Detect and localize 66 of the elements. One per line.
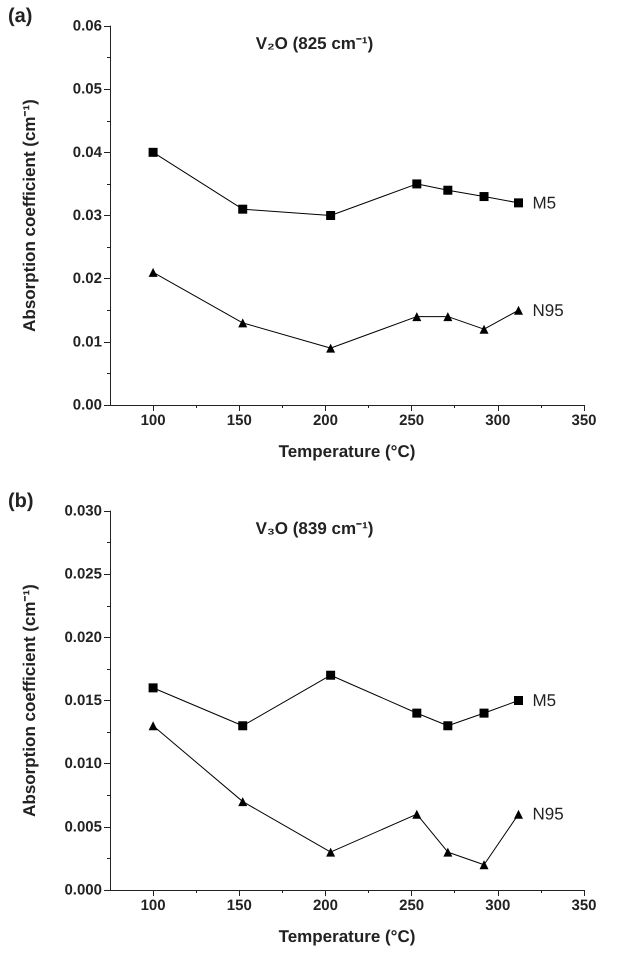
x-tick-label: 250 (399, 897, 424, 914)
point (412, 708, 422, 718)
point (480, 708, 489, 718)
y-tick-label: 0.03 (72, 207, 102, 224)
x-tick-label: 350 (571, 897, 597, 914)
series-label: N95 (532, 300, 564, 320)
x-tick-label: 100 (140, 897, 166, 914)
y-tick-label: 0.030 (64, 502, 102, 520)
y-tick-label: 0.020 (64, 628, 102, 646)
x-tick-label: 250 (399, 412, 424, 429)
point (148, 148, 158, 157)
point (480, 860, 489, 870)
y-tick-label: 0.010 (64, 755, 102, 772)
point (148, 721, 158, 730)
y-tick-label: 0.04 (72, 144, 103, 161)
y-tick-label: 0.015 (64, 692, 102, 709)
point (326, 211, 336, 220)
y-axis-title: Absorption coefficient (cm⁻¹) (20, 99, 39, 332)
x-tick-label: 150 (226, 412, 252, 429)
text: (a) (8, 5, 32, 27)
point (148, 268, 158, 277)
point (326, 848, 336, 857)
x-tick-label: 350 (571, 412, 597, 429)
point (514, 198, 523, 208)
point (443, 312, 452, 322)
series-label: M5 (532, 691, 556, 710)
point (238, 204, 248, 214)
point (238, 721, 248, 730)
y-tick-label: 0.025 (64, 566, 102, 583)
text: V₂O (825 cm⁻¹) (256, 34, 374, 53)
y-axis-title: Absorption coefficient (cm⁻¹) (20, 584, 39, 817)
y-tick-label: 0.000 (64, 882, 102, 898)
x-tick-label: 200 (312, 897, 338, 914)
point (238, 318, 248, 328)
x-axis-title: Temperature (°C) (278, 927, 416, 946)
point (326, 670, 336, 680)
x-axis-title: Temperature (°C) (278, 442, 416, 461)
y-tick-label: 0.06 (72, 18, 102, 34)
x-tick-label: 300 (485, 412, 510, 429)
text: (b) (8, 490, 34, 512)
point (443, 848, 452, 857)
point (480, 324, 489, 334)
x-tick-label: 150 (226, 897, 252, 914)
y-tick-label: 0.02 (72, 270, 102, 288)
point (412, 810, 422, 819)
point (443, 186, 452, 195)
point (238, 797, 248, 806)
point (326, 344, 336, 353)
point (443, 721, 452, 730)
point (514, 306, 523, 315)
point (514, 696, 523, 705)
y-tick-label: 0.00 (72, 396, 102, 414)
y-tick-label: 0.05 (72, 80, 102, 98)
series-label: M5 (532, 193, 556, 212)
point (412, 179, 422, 188)
x-tick-label: 100 (140, 412, 166, 429)
series-label: N95 (532, 804, 564, 824)
y-tick-label: 0.005 (64, 818, 102, 836)
point (148, 683, 158, 692)
point (480, 192, 489, 202)
y-tick-label: 0.01 (72, 333, 102, 350)
point (514, 810, 523, 819)
text: V₃O (839 cm⁻¹) (256, 519, 374, 538)
x-tick-label: 300 (485, 897, 510, 914)
x-tick-label: 200 (312, 412, 338, 429)
point (412, 312, 422, 322)
